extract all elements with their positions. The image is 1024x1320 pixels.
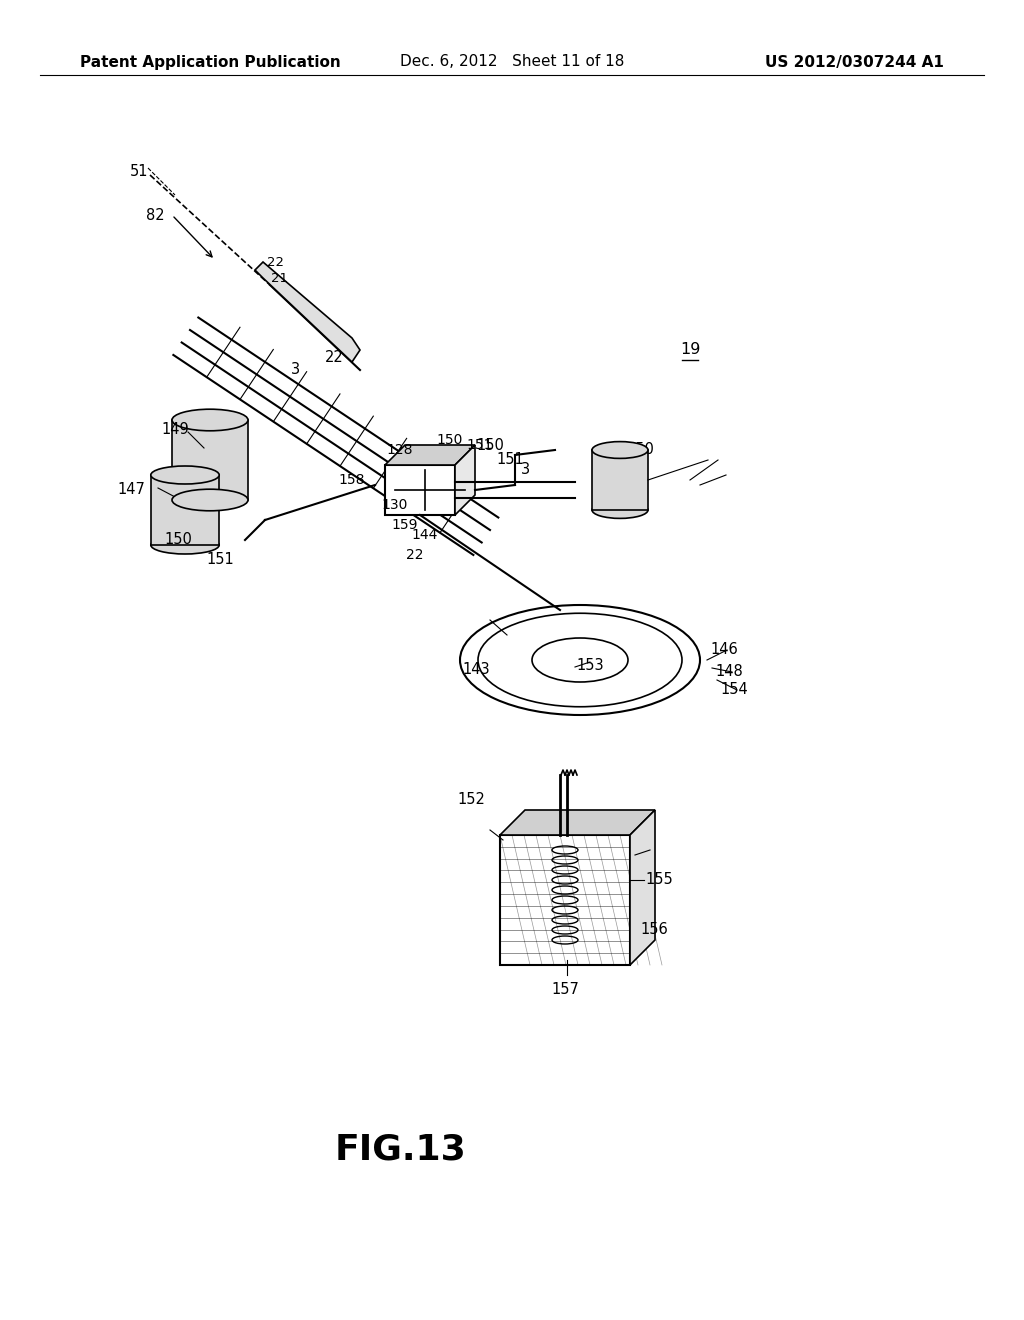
Text: 21: 21 [271,272,289,285]
Ellipse shape [592,502,648,519]
Text: 147: 147 [117,483,145,498]
Ellipse shape [172,409,248,430]
Polygon shape [172,420,248,500]
Text: 143: 143 [463,663,490,677]
Text: 154: 154 [720,682,748,697]
Ellipse shape [592,442,648,458]
Text: 128: 128 [387,444,414,457]
Text: 151: 151 [496,453,524,467]
Text: FIG.13: FIG.13 [334,1133,466,1167]
Text: Patent Application Publication: Patent Application Publication [80,54,341,70]
Text: 146: 146 [710,643,737,657]
Text: 82: 82 [146,207,165,223]
Text: 22: 22 [325,351,344,366]
Text: 150: 150 [437,433,463,447]
Text: 155: 155 [645,873,673,887]
Polygon shape [385,445,475,465]
Text: 22: 22 [266,256,284,268]
Text: 3: 3 [520,462,529,478]
Ellipse shape [478,614,682,706]
Text: US 2012/0307244 A1: US 2012/0307244 A1 [765,54,944,70]
Text: 151: 151 [206,553,233,568]
Polygon shape [151,475,219,545]
Ellipse shape [532,638,628,682]
Polygon shape [455,445,475,515]
Text: 144: 144 [412,528,438,543]
Text: 151: 151 [467,438,494,451]
Text: 130: 130 [382,498,409,512]
Polygon shape [630,810,655,965]
Text: 22: 22 [407,548,424,562]
Polygon shape [500,836,630,965]
Text: 150: 150 [476,437,504,453]
Ellipse shape [151,536,219,554]
Text: 149: 149 [161,422,188,437]
Text: 148: 148 [715,664,742,680]
Text: 152: 152 [457,792,485,808]
Ellipse shape [172,490,248,511]
Text: 157: 157 [551,982,579,998]
Polygon shape [500,810,655,836]
Polygon shape [592,450,648,510]
Polygon shape [255,261,360,362]
Polygon shape [385,465,455,515]
Text: 153: 153 [577,657,604,672]
Text: 3: 3 [291,363,300,378]
Text: 159: 159 [392,517,418,532]
Text: 158: 158 [339,473,365,487]
Text: 150: 150 [626,442,654,458]
Text: Dec. 6, 2012   Sheet 11 of 18: Dec. 6, 2012 Sheet 11 of 18 [399,54,625,70]
Ellipse shape [460,605,700,715]
Text: 156: 156 [640,923,668,937]
Ellipse shape [151,466,219,484]
Text: 19: 19 [680,342,700,358]
Text: 51: 51 [129,165,148,180]
Text: 150: 150 [164,532,191,548]
